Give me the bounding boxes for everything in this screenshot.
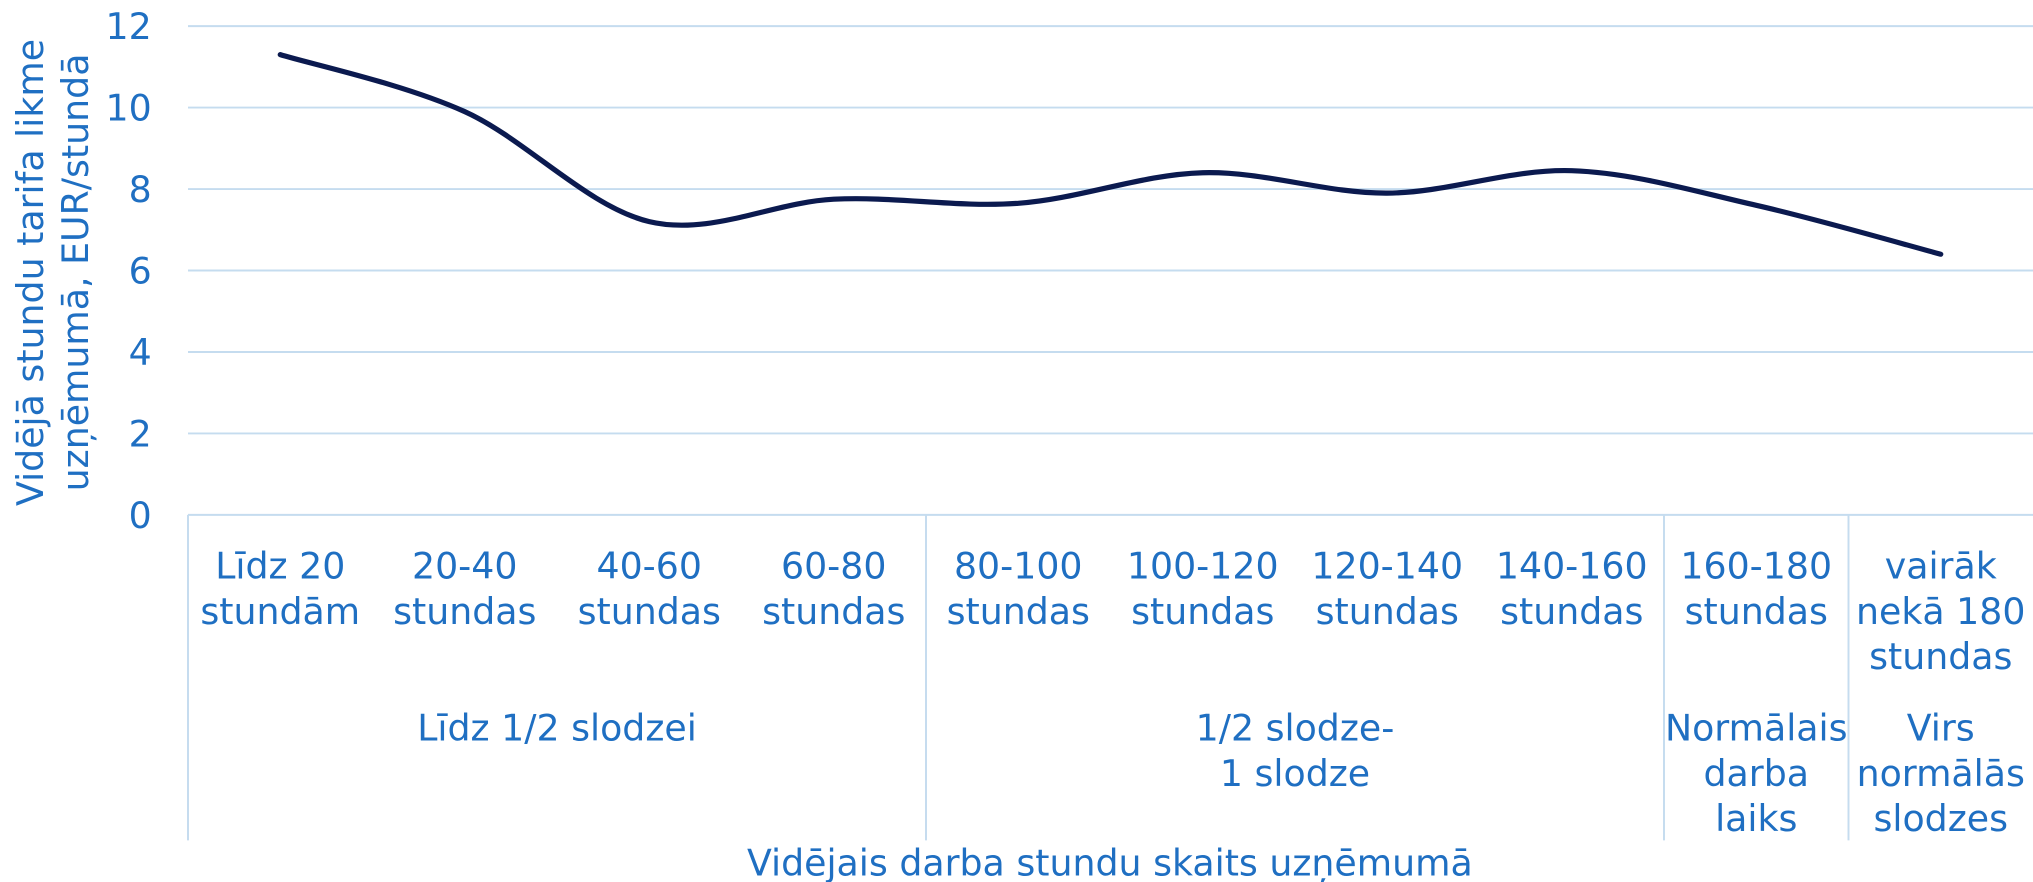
- x-axis-title: Vidējais darba stundu skaits uzņēmumā: [747, 841, 1473, 882]
- y-axis-title: Vidējā stundu tarifa likmeuzņēmumā, EUR/…: [9, 39, 97, 506]
- y-tick-label: 12: [106, 5, 152, 48]
- group-label: Virs normālās slodzes: [1857, 707, 2025, 841]
- x-tick-label: 160-180 stundas: [1680, 544, 1832, 632]
- x-tick-label: 140-160 stundas: [1496, 544, 1648, 632]
- y-tick-label: 8: [129, 168, 152, 211]
- x-tick-label: vairāk nekā 180 stundas: [1856, 544, 2025, 678]
- y-tick-label: 6: [129, 249, 152, 292]
- group-label: 1/2 slodze-1 slodze: [1196, 707, 1395, 795]
- x-tick-label: 80-100 stundas: [947, 544, 1090, 632]
- x-tick-label: 100-120 stundas: [1127, 544, 1279, 632]
- y-tick-label: 0: [129, 494, 152, 537]
- x-tick-label: 120-140 stundas: [1311, 544, 1463, 632]
- x-tick-label: 20-40 stundas: [393, 544, 536, 632]
- x-tick-label: 40-60 stundas: [578, 544, 721, 632]
- line-series: [277, 52, 1944, 257]
- group-label: Līdz 1/2 slodzei: [417, 707, 697, 750]
- x-tick-label: 60-80 stundas: [762, 544, 905, 632]
- group-label: Normālais darba laiks: [1665, 707, 1848, 841]
- y-tick-label: 2: [129, 412, 152, 455]
- y-tick-label: 10: [106, 87, 152, 130]
- y-tick-label: 4: [129, 331, 152, 374]
- x-tick-label: Līdz 20 stundām: [200, 544, 360, 632]
